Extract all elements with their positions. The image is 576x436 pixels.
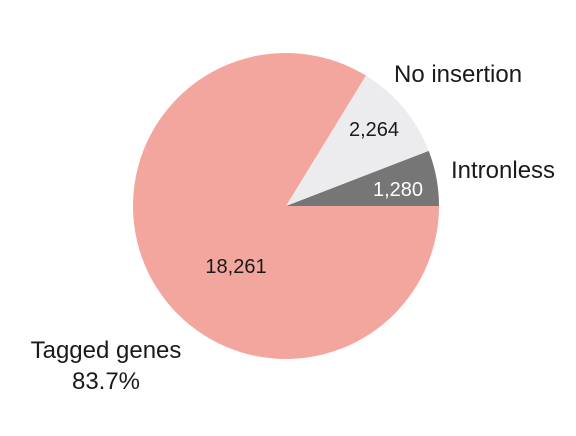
category-label-tagged-genes: Tagged genes	[31, 337, 182, 364]
pie-slice-no-insertion	[286, 75, 429, 206]
percent-label-tagged-genes: 83.7%	[72, 368, 140, 395]
pie-slices	[132, 52, 439, 359]
pie-slice-intronless	[286, 150, 439, 206]
value-label-intronless: 1,280	[373, 179, 423, 201]
value-label-tagged-genes: 18,261	[205, 256, 266, 278]
category-label-no-insertion: No insertion	[394, 61, 522, 88]
category-label-intronless: Intronless	[451, 157, 555, 184]
value-label-no-insertion: 2,264	[349, 119, 399, 141]
pie-slice-tagged-genes	[132, 52, 439, 359]
